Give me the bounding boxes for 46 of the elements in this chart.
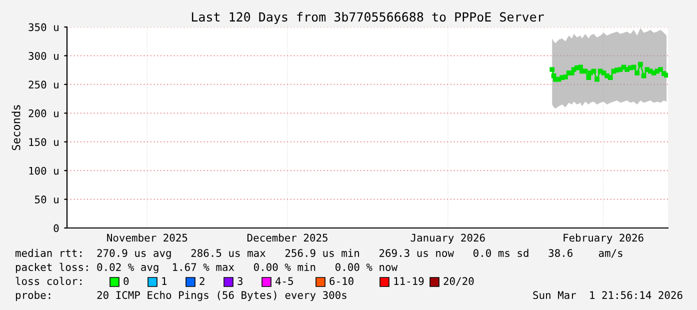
text: median rtt: 270.9 us avg 286.5 us max 256.9 us min 269.3 us now 0.0 ms sd 38.6 am/s <box>16 248 622 260</box>
x-tick-label: February 2026 <box>564 234 644 244</box>
x-tick-label: November 2025 <box>107 234 188 242</box>
text: 1 <box>162 277 167 285</box>
text: loss color: <box>16 276 82 286</box>
y-tick-label: 150 u <box>29 138 58 146</box>
y-tick-label: 0 <box>54 224 59 232</box>
point <box>634 70 640 76</box>
point <box>624 67 630 72</box>
point <box>638 62 643 67</box>
point <box>641 73 646 78</box>
y-tick-label: 300 u <box>28 52 58 60</box>
point <box>631 64 636 70</box>
point <box>586 75 592 80</box>
point <box>658 67 663 72</box>
point <box>664 72 668 78</box>
point <box>578 64 583 70</box>
text: 0 <box>124 277 129 286</box>
x-tick-label: January 2026 <box>410 234 485 244</box>
point <box>618 67 623 72</box>
point <box>591 68 596 74</box>
y-tick-label: 250 u <box>28 80 58 89</box>
point <box>608 75 613 80</box>
text: 4-5 <box>276 277 293 286</box>
point <box>601 70 606 76</box>
text: 11-19 <box>394 277 424 286</box>
point <box>582 68 588 74</box>
point <box>550 67 555 72</box>
point <box>563 74 568 80</box>
y-axis-title: Seconds <box>12 105 20 150</box>
text: 20/20 <box>444 277 474 286</box>
text: Sun Mar 1 21:56:14 2026 <box>533 291 682 300</box>
point <box>570 70 574 76</box>
point <box>594 76 600 82</box>
text: packet loss: 0.02 % avg 1.67 % max 0.00 % min 0.00 % now <box>16 262 398 274</box>
y-tick-label: 100 u <box>29 166 58 175</box>
text: 2 <box>200 277 204 285</box>
chart-title: Last 120 Days from 3b7705566688 to PPPoE Server <box>192 12 544 24</box>
point <box>644 67 650 72</box>
y-tick-label: 350 u <box>28 23 58 32</box>
text: 6-10 <box>330 277 354 286</box>
x-tick-label: December 2025 <box>247 234 328 242</box>
y-tick-label: 50 u <box>35 196 58 204</box>
y-tick-label: 200 u <box>28 109 58 118</box>
text: 3 <box>238 277 242 286</box>
text: probe: 20 ICMP Echo Pings (56 Bytes) every 300s <box>16 290 346 302</box>
